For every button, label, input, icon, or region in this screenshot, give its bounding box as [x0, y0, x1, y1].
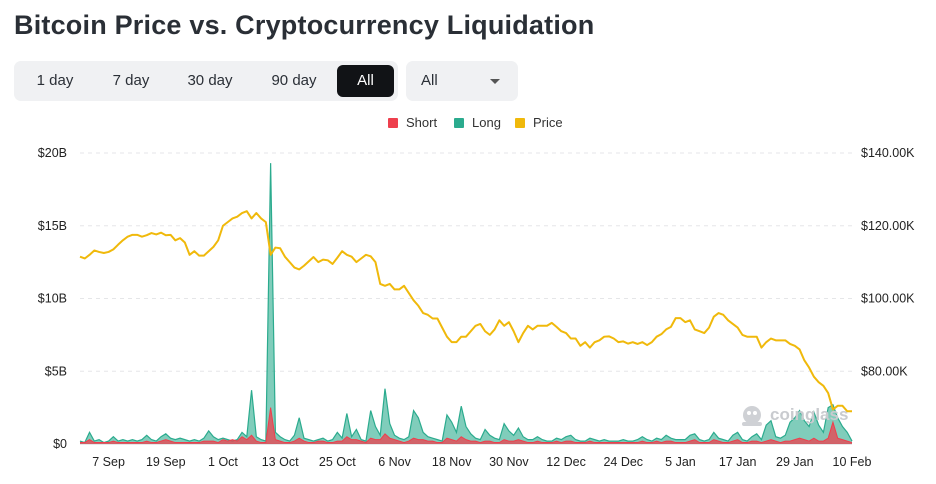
legend-swatch-short: [388, 118, 398, 128]
x-tick-label: 12 Dec: [546, 455, 586, 469]
x-tick-label: 13 Oct: [262, 455, 299, 469]
legend-label-price: Price: [533, 115, 563, 130]
y-right-tick-label: $100.00K: [861, 292, 915, 306]
y-left-tick-label: $15B: [38, 219, 67, 233]
short-line: [80, 407, 853, 444]
y-axis-right: $80.00K $100.00K $120.00K $140.00K: [861, 146, 915, 378]
x-tick-label: 6 Nov: [378, 455, 411, 469]
page-title: Bitcoin Price vs. Cryptocurrency Liquida…: [14, 10, 595, 40]
x-axis: 7 Sep 19 Sep 1 Oct 13 Oct 25 Oct 6 Nov 18 Nov 3…: [92, 455, 871, 469]
x-tick-label: 29 Jan: [776, 455, 814, 469]
short-area: [80, 407, 852, 444]
price-line: [79, 210, 852, 413]
exchange-select-value: All: [421, 72, 438, 89]
legend-label-short: Short: [406, 115, 438, 130]
x-tick-label: 25 Oct: [319, 455, 356, 469]
liquidation-areas: [79, 163, 853, 444]
x-tick-label: 30 Nov: [489, 455, 529, 469]
range-1-day-button[interactable]: 1 day: [36, 72, 74, 89]
chevron-down-icon: [490, 79, 500, 84]
y-left-tick-label: $20B: [38, 146, 67, 160]
y-right-tick-label: $120.00K: [861, 219, 915, 233]
legend-label-long: Long: [472, 115, 501, 130]
grid-lines: [80, 152, 852, 445]
legend-swatch-long: [454, 118, 464, 128]
long-area: [80, 163, 852, 444]
x-tick-label: 1 Oct: [208, 455, 238, 469]
x-tick-label: 24 Dec: [603, 455, 643, 469]
x-tick-label: 17 Jan: [719, 455, 757, 469]
y-right-tick-label: $140.00K: [861, 146, 915, 160]
x-tick-label: 18 Nov: [432, 455, 472, 469]
exchange-select[interactable]: All: [406, 61, 518, 101]
legend-swatch-price: [515, 118, 525, 128]
watermark-text: coinglass: [770, 405, 849, 424]
y-axis-left: $0 $5B $10B $15B $20B: [38, 146, 67, 451]
x-tick-label: 19 Sep: [146, 455, 186, 469]
y-left-tick-label: $10B: [38, 292, 67, 306]
y-left-tick-label: $0: [53, 437, 67, 451]
range-7-day-button[interactable]: 7 day: [112, 72, 150, 89]
range-30-day-button[interactable]: 30 day: [187, 72, 233, 89]
y-left-tick-label: $5B: [45, 364, 67, 378]
x-tick-label: 10 Feb: [833, 455, 872, 469]
x-tick-label: 7 Sep: [92, 455, 125, 469]
y-right-tick-label: $80.00K: [861, 364, 908, 378]
range-90-day-button[interactable]: 90 day: [271, 72, 317, 89]
x-tick-label: 5 Jan: [665, 455, 696, 469]
range-all-button[interactable]: All: [337, 65, 394, 97]
price-line-layer: [79, 210, 852, 413]
long-line: [79, 163, 853, 444]
coinglass-logo-icon: [742, 406, 762, 426]
coinglass-watermark: coinglass: [738, 402, 856, 430]
time-range-selector: 1 day 7 day 30 day 90 day All: [14, 61, 398, 101]
